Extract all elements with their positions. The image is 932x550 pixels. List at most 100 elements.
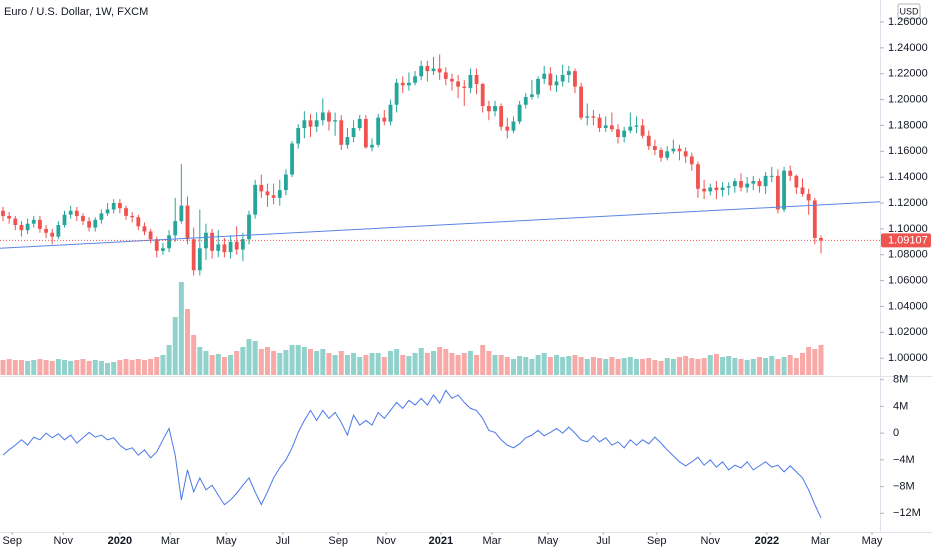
volume-bar bbox=[670, 359, 676, 375]
volume-bar bbox=[474, 355, 480, 375]
volume-bar bbox=[424, 353, 430, 375]
candle-body bbox=[622, 130, 627, 138]
x-tick-label: Mar bbox=[161, 535, 180, 547]
volume-bar bbox=[609, 357, 615, 375]
candle-body bbox=[44, 228, 48, 233]
last-price-label: 1.09107 bbox=[888, 234, 928, 246]
volume-bar bbox=[215, 354, 221, 375]
candle-body bbox=[634, 125, 639, 127]
candle-body bbox=[105, 209, 110, 214]
volume-bar bbox=[154, 357, 160, 375]
volume-bar bbox=[246, 339, 252, 375]
candle-body bbox=[314, 120, 319, 127]
candle-body bbox=[640, 125, 645, 136]
candle-body bbox=[708, 187, 713, 192]
volume-bar bbox=[510, 359, 516, 375]
volume-bar bbox=[6, 359, 12, 375]
candle-body bbox=[1, 210, 5, 216]
volume-bar bbox=[744, 360, 750, 375]
candle-body bbox=[197, 248, 202, 271]
obv-tick-label: 8M bbox=[893, 374, 908, 386]
candle-body bbox=[81, 215, 85, 222]
volume-bar bbox=[160, 355, 166, 375]
candle-body bbox=[185, 205, 190, 240]
candle-body bbox=[819, 237, 823, 241]
volume-bar bbox=[633, 359, 639, 375]
candle-body bbox=[800, 187, 805, 194]
volume-bar bbox=[806, 347, 812, 375]
candle-body bbox=[74, 210, 79, 216]
volume-bar bbox=[344, 355, 350, 375]
x-tick-label: Sep bbox=[647, 535, 667, 547]
volume-bar bbox=[301, 347, 307, 375]
volume-bar bbox=[818, 345, 824, 375]
volume-bar bbox=[590, 357, 596, 375]
candle-body bbox=[665, 151, 670, 158]
volume-bar bbox=[763, 358, 769, 375]
x-tick-label: May bbox=[216, 535, 237, 547]
candle-body bbox=[573, 71, 577, 87]
volume-bar bbox=[812, 349, 818, 375]
candle-body bbox=[603, 125, 608, 129]
candle-body bbox=[394, 82, 399, 105]
volume-bar bbox=[394, 349, 400, 375]
candle-body bbox=[702, 188, 707, 192]
candle-body bbox=[714, 187, 719, 191]
candle-body bbox=[517, 104, 522, 122]
volume-bar bbox=[98, 361, 104, 375]
candle-body bbox=[400, 82, 405, 86]
volume-bar bbox=[283, 350, 289, 375]
volume-bar bbox=[461, 353, 467, 375]
volume-bar bbox=[326, 353, 332, 375]
volume-bar bbox=[781, 357, 787, 375]
candle-body bbox=[240, 239, 245, 250]
x-tick-label: Jul bbox=[596, 535, 610, 547]
volume-bar bbox=[627, 357, 633, 375]
candle-body bbox=[646, 135, 651, 147]
volume-bar bbox=[369, 353, 375, 375]
candle-body bbox=[751, 181, 756, 184]
candle-body bbox=[253, 184, 258, 215]
volume-bar bbox=[683, 356, 689, 375]
candle-body bbox=[407, 82, 411, 86]
volume-bar bbox=[597, 358, 603, 375]
volume-bar bbox=[221, 357, 227, 375]
x-tick-label: Mar bbox=[811, 535, 830, 547]
candle-body bbox=[788, 170, 793, 176]
candle-body bbox=[548, 73, 553, 86]
candle-body bbox=[468, 75, 473, 88]
volume-bar bbox=[68, 361, 74, 375]
chart-title: Euro / U.S. Dollar, 1W, FXCM bbox=[4, 6, 148, 18]
trendline bbox=[0, 201, 881, 249]
candle-body bbox=[25, 223, 30, 231]
volume-bar bbox=[37, 359, 43, 375]
volume-bar bbox=[646, 358, 652, 375]
volume-bar bbox=[43, 360, 49, 375]
candle-body bbox=[308, 120, 313, 127]
volume-bar bbox=[375, 353, 381, 375]
candle-body bbox=[87, 221, 92, 228]
candle-body bbox=[296, 128, 301, 144]
volume-bar bbox=[572, 355, 578, 375]
candle-body bbox=[204, 232, 208, 249]
volume-bar bbox=[756, 357, 762, 375]
volume-bar bbox=[578, 357, 584, 375]
volume-bar bbox=[480, 345, 486, 375]
candle-body bbox=[124, 208, 128, 216]
volume-bar bbox=[111, 362, 117, 375]
candle-body bbox=[370, 144, 374, 148]
volume-bar bbox=[264, 347, 270, 375]
volume-bar bbox=[338, 351, 344, 375]
volume-bar bbox=[658, 361, 664, 375]
volume-bar bbox=[62, 360, 68, 375]
currency-box bbox=[897, 3, 921, 20]
candle-body bbox=[142, 226, 147, 232]
candle-body bbox=[277, 190, 282, 198]
candle-body bbox=[579, 86, 584, 118]
y-tick-label: 1.26000 bbox=[888, 16, 928, 28]
y-tick-label: 1.20000 bbox=[888, 93, 928, 105]
candle-body bbox=[425, 65, 430, 72]
candle-body bbox=[745, 183, 750, 188]
x-tick-label: Sep bbox=[2, 535, 22, 547]
candle-body bbox=[763, 175, 768, 187]
